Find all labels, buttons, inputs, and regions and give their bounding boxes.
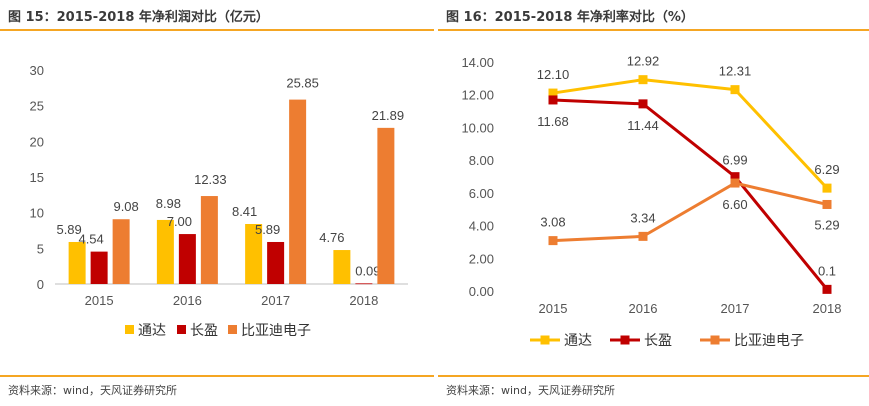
bar xyxy=(200,196,218,284)
bar xyxy=(355,283,373,285)
data-point xyxy=(548,95,558,105)
y-tick-label: 15 xyxy=(30,170,44,185)
legend-swatch xyxy=(228,325,237,334)
x-tick-label: 2015 xyxy=(539,301,568,316)
bar xyxy=(333,250,351,284)
data-point xyxy=(548,236,558,246)
data-label: 5.29 xyxy=(814,217,839,232)
net-profit-chart-panel: 图 15：2015-2018 年净利润对比（亿元） 0 5 10 15 20 25 30 20… xyxy=(0,0,434,406)
y-tick-label: 10 xyxy=(30,206,44,221)
title-divider xyxy=(0,29,434,31)
title-divider xyxy=(438,29,869,31)
data-label: 5.89 xyxy=(56,222,81,237)
net-margin-line-chart: 0.00 2.00 4.00 6.00 8.00 10.00 12.00 14.00 2015 2… xyxy=(461,54,842,349)
data-label: 8.41 xyxy=(232,204,257,219)
chart-title-net-margin: 图 16：2015-2018 年净利率对比（%） xyxy=(446,10,694,25)
data-label: 12.31 xyxy=(719,64,752,79)
data-label: 9.08 xyxy=(113,199,138,214)
data-label: 6.99 xyxy=(722,153,747,168)
source-note: 资料来源：wind，天风证券研究所 xyxy=(446,384,616,397)
data-point xyxy=(638,75,648,85)
data-label: 4.76 xyxy=(319,230,344,245)
data-label: 0.1 xyxy=(818,263,836,278)
data-label: 12.33 xyxy=(194,172,227,187)
data-label: 12.92 xyxy=(627,54,660,69)
data-label: 11.68 xyxy=(537,114,569,129)
chart-title-net-profit: 图 15：2015-2018 年净利润对比（亿元） xyxy=(8,10,269,25)
legend-label: 长盈 xyxy=(644,333,672,349)
bar xyxy=(156,219,174,284)
data-label: 25.85 xyxy=(286,76,319,91)
data-label: 21.89 xyxy=(372,108,405,123)
data-point xyxy=(822,199,832,209)
x-tick-label: 2017 xyxy=(721,301,750,316)
legend-label: 通达 xyxy=(138,323,166,339)
data-point xyxy=(638,231,648,241)
x-tick-label: 2018 xyxy=(349,293,378,308)
data-label: 6.60 xyxy=(722,197,747,212)
net-profit-bar-chart: 0 5 10 15 20 25 30 2015 2016 2017 2018 5.89 8.98 8.41… xyxy=(30,63,408,339)
x-tick-label: 2016 xyxy=(173,293,202,308)
legend-swatch xyxy=(177,325,186,334)
legend-swatch xyxy=(125,325,134,334)
series-line xyxy=(552,98,829,291)
data-label: 6.29 xyxy=(814,162,839,177)
data-label: 11.44 xyxy=(627,118,659,133)
y-tick-label: 14.00 xyxy=(461,55,494,70)
data-label: 12.10 xyxy=(537,67,570,82)
data-label: 8.98 xyxy=(156,196,181,211)
x-tick-label: 2015 xyxy=(85,293,114,308)
y-tick-label: 12.00 xyxy=(461,88,494,103)
legend-marker xyxy=(540,335,550,345)
y-tick-label: 5 xyxy=(37,241,44,256)
data-point xyxy=(730,172,740,182)
bar xyxy=(377,127,395,284)
data-label: 7.00 xyxy=(167,214,192,229)
data-label: 5.89 xyxy=(255,222,280,237)
y-tick-label: 30 xyxy=(30,63,44,78)
data-point xyxy=(822,284,832,294)
series-line xyxy=(552,78,829,190)
y-tick-label: 20 xyxy=(30,134,44,149)
legend-label: 通达 xyxy=(564,333,592,349)
bar xyxy=(112,219,130,284)
bar xyxy=(90,251,108,284)
y-tick-label: 0.00 xyxy=(469,284,494,299)
bar xyxy=(68,241,86,284)
data-label: 0.09 xyxy=(355,263,380,278)
legend-label: 长盈 xyxy=(190,323,218,339)
data-point xyxy=(822,183,832,193)
y-tick-label: 25 xyxy=(30,99,44,114)
y-tick-label: 10.00 xyxy=(461,120,494,135)
bar xyxy=(289,99,307,284)
data-label: 3.34 xyxy=(630,210,655,225)
data-point xyxy=(730,85,740,95)
bar xyxy=(267,241,285,284)
source-divider xyxy=(438,375,869,377)
bar xyxy=(245,224,263,284)
series-line xyxy=(552,181,828,243)
bar xyxy=(178,234,196,284)
x-tick-label: 2018 xyxy=(813,301,842,316)
data-label: 3.08 xyxy=(540,215,565,230)
y-tick-label: 2.00 xyxy=(469,251,494,266)
data-point xyxy=(730,178,740,188)
legend-label: 比亚迪电子 xyxy=(734,333,804,349)
data-label: 4.54 xyxy=(78,232,103,247)
y-tick-label: 0 xyxy=(37,277,44,292)
y-tick-label: 6.00 xyxy=(469,186,494,201)
y-tick-label: 4.00 xyxy=(469,219,494,234)
data-point xyxy=(638,99,648,109)
source-note: 资料来源：wind，天风证券研究所 xyxy=(8,384,178,397)
legend-marker xyxy=(620,335,630,345)
x-tick-label: 2016 xyxy=(629,301,658,316)
legend-label: 比亚迪电子 xyxy=(241,323,311,339)
legend-marker xyxy=(710,335,720,345)
y-tick-label: 8.00 xyxy=(469,153,494,168)
source-divider xyxy=(0,375,434,377)
data-point xyxy=(548,88,558,98)
x-tick-label: 2017 xyxy=(261,293,290,308)
net-margin-chart-panel: 图 16：2015-2018 年净利率对比（%） 0.00 2.00 4.00 6.0… xyxy=(438,0,869,406)
